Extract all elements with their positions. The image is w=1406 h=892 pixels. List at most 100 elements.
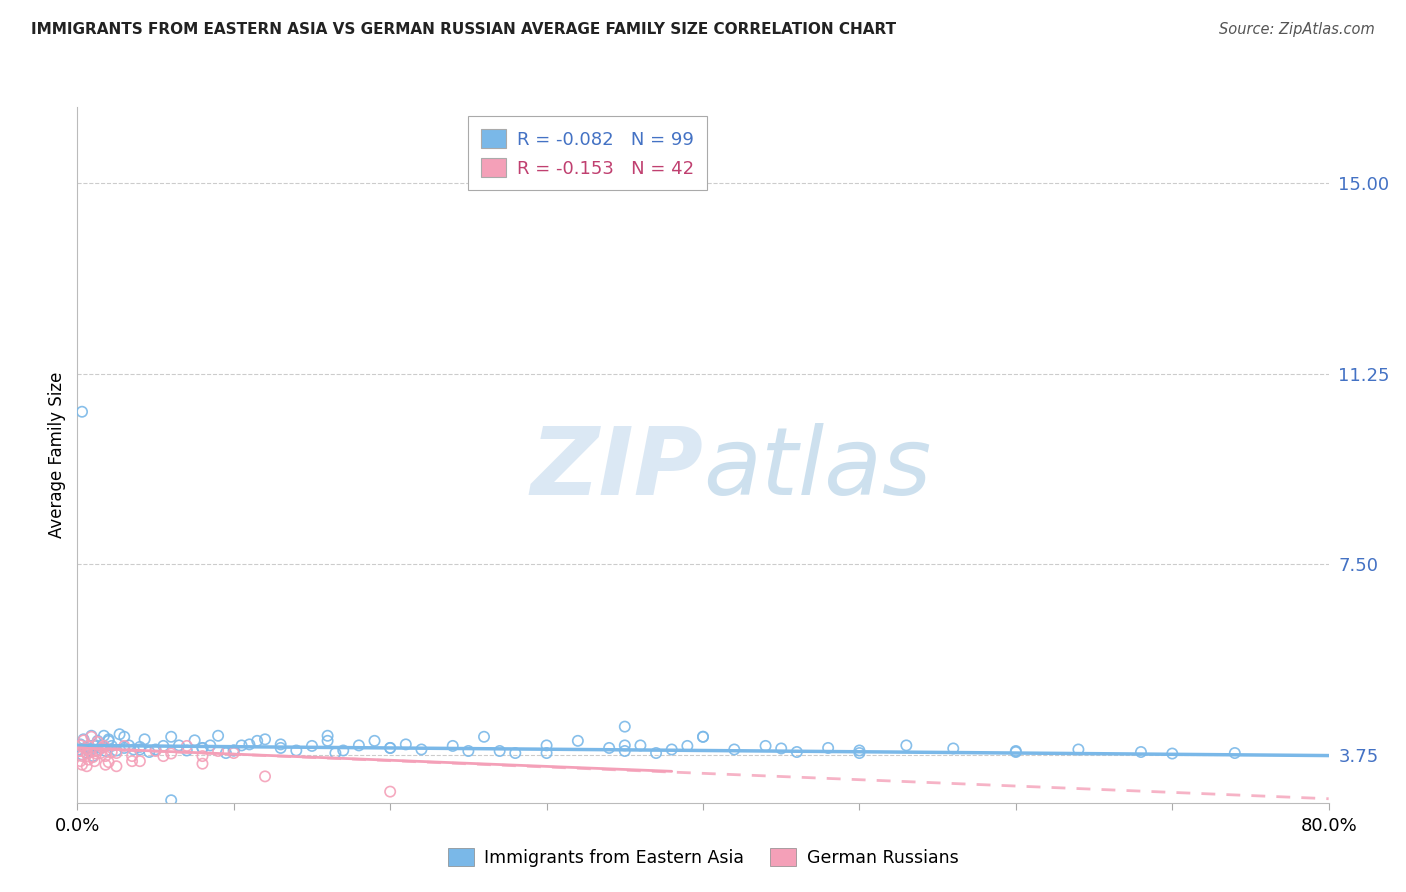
Point	[91, 741, 114, 756]
Point	[536, 746, 558, 760]
Text: Source: ZipAtlas.com: Source: ZipAtlas.com	[1219, 22, 1375, 37]
Point	[76, 746, 98, 760]
Point	[191, 741, 214, 756]
Point	[613, 720, 636, 734]
Point	[1067, 742, 1090, 756]
Point	[848, 746, 870, 760]
Point	[167, 739, 190, 753]
Point	[129, 739, 152, 754]
Text: ZIP: ZIP	[530, 423, 703, 515]
Point	[112, 730, 135, 744]
Point	[630, 739, 652, 753]
Point	[152, 749, 174, 764]
Point	[84, 744, 107, 758]
Point	[105, 743, 128, 757]
Point	[77, 739, 100, 753]
Point	[222, 743, 245, 757]
Point	[661, 742, 683, 756]
Point	[77, 753, 100, 767]
Point	[145, 744, 167, 758]
Point	[1004, 745, 1026, 759]
Point	[121, 754, 143, 768]
Point	[395, 738, 418, 752]
Point	[942, 741, 965, 756]
Point	[253, 732, 276, 747]
Y-axis label: Average Family Size: Average Family Size	[48, 372, 66, 538]
Point	[191, 741, 214, 756]
Point	[285, 743, 308, 757]
Point	[332, 743, 354, 757]
Point	[238, 738, 260, 752]
Point	[567, 734, 589, 748]
Point	[80, 730, 103, 744]
Point	[94, 749, 117, 764]
Point	[129, 754, 152, 768]
Point	[82, 749, 104, 764]
Point	[76, 759, 98, 773]
Point	[75, 741, 97, 756]
Point	[105, 759, 128, 773]
Legend: Immigrants from Eastern Asia, German Russians: Immigrants from Eastern Asia, German Rus…	[440, 841, 966, 874]
Point	[90, 746, 112, 760]
Point	[97, 732, 120, 747]
Point	[457, 744, 479, 758]
Point	[270, 741, 292, 756]
Point	[79, 745, 101, 759]
Point	[100, 745, 122, 759]
Point	[786, 745, 808, 759]
Point	[692, 730, 714, 744]
Text: IMMIGRANTS FROM EASTERN ASIA VS GERMAN RUSSIAN AVERAGE FAMILY SIZE CORRELATION C: IMMIGRANTS FROM EASTERN ASIA VS GERMAN R…	[31, 22, 896, 37]
Point	[77, 743, 100, 757]
Point	[145, 742, 167, 756]
Point	[70, 405, 93, 419]
Point	[222, 746, 245, 760]
Point	[67, 744, 90, 758]
Point	[67, 742, 90, 756]
Point	[94, 757, 117, 772]
Point	[83, 754, 105, 768]
Point	[160, 730, 183, 744]
Point	[97, 755, 120, 769]
Point	[77, 739, 100, 753]
Point	[86, 735, 108, 749]
Point	[134, 732, 156, 747]
Point	[754, 739, 776, 753]
Point	[770, 741, 793, 756]
Point	[152, 739, 174, 753]
Point	[80, 729, 103, 743]
Point	[380, 741, 402, 756]
Point	[72, 733, 94, 747]
Point	[100, 739, 122, 753]
Point	[183, 733, 205, 747]
Point	[363, 734, 385, 748]
Point	[246, 734, 269, 748]
Point	[138, 745, 160, 759]
Point	[93, 739, 115, 753]
Point	[82, 750, 104, 764]
Point	[441, 739, 464, 753]
Point	[69, 738, 91, 752]
Point	[76, 747, 98, 761]
Point	[70, 749, 93, 764]
Point	[613, 739, 636, 753]
Point	[1130, 745, 1153, 759]
Point	[316, 734, 339, 748]
Point	[105, 746, 128, 760]
Point	[112, 741, 135, 756]
Point	[118, 739, 141, 753]
Point	[488, 744, 510, 758]
Point	[91, 739, 114, 753]
Point	[472, 730, 495, 744]
Point	[129, 742, 152, 756]
Point	[301, 739, 323, 753]
Point	[347, 739, 370, 753]
Point	[93, 729, 115, 743]
Point	[83, 739, 105, 753]
Point	[84, 747, 107, 761]
Point	[69, 739, 91, 753]
Point	[325, 746, 347, 760]
Point	[160, 793, 183, 807]
Point	[1161, 747, 1184, 761]
Point	[817, 741, 839, 756]
Point	[191, 756, 214, 771]
